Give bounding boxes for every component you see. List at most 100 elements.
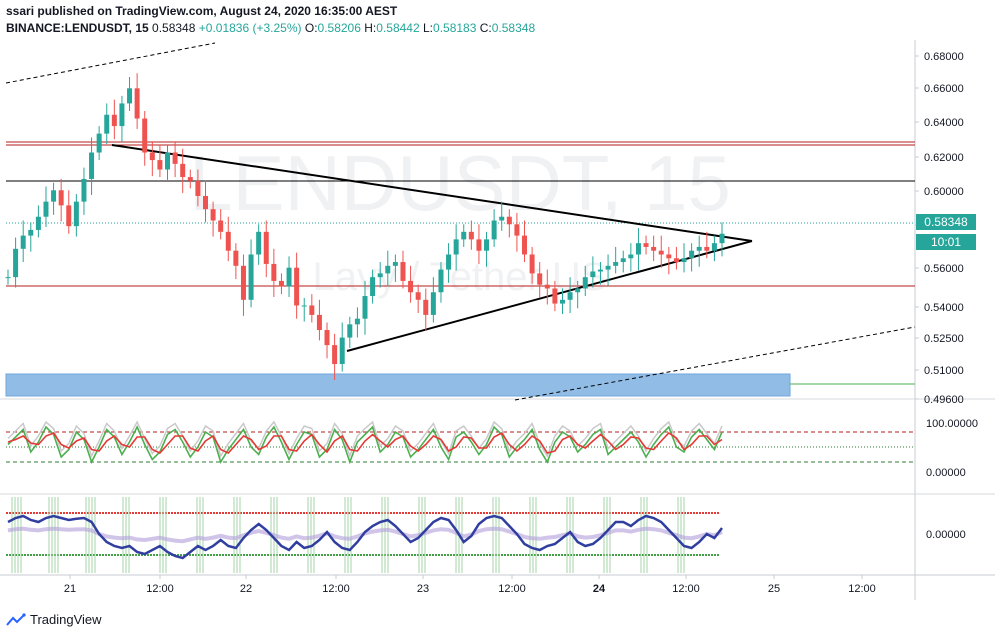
price-tick-label: 0.62000: [924, 152, 964, 164]
candle-body: [582, 277, 588, 289]
candle-body: [643, 243, 649, 247]
footer-brand[interactable]: TradingView: [30, 612, 102, 627]
watermark-symbol: LENDUSDT, 15: [189, 139, 731, 227]
candle-body: [218, 220, 224, 232]
candle-body: [301, 305, 307, 307]
open-value: 0.58206: [317, 21, 361, 35]
price-tick-label: 0.66000: [924, 83, 964, 95]
candle-body: [316, 314, 322, 331]
candle-body: [286, 267, 292, 287]
channel-line-lower[interactable]: [514, 326, 916, 401]
publisher-line: ssari published on TradingView.com, Augu…: [6, 4, 397, 18]
candle-body: [210, 209, 216, 221]
time-tick-label: 22: [240, 583, 252, 595]
candle-body: [522, 235, 528, 255]
price-tick-label: 0.49600: [924, 394, 964, 406]
candle-body: [294, 267, 300, 306]
stoch-rsi-pane: [6, 420, 915, 465]
candle-body: [514, 224, 520, 236]
candle-body: [529, 254, 535, 274]
candle-body: [552, 288, 558, 304]
candle-body: [673, 258, 679, 263]
candle-body: [438, 269, 444, 293]
candle-body: [127, 88, 133, 104]
close-label: C:: [479, 21, 492, 35]
candle-body: [225, 231, 231, 251]
candle-body: [484, 239, 490, 251]
price-tick-label: 0.54000: [924, 302, 964, 314]
candle-body: [415, 292, 421, 300]
candle-body: [696, 246, 702, 251]
time-axis[interactable]: 21 12:00 22 12:00 23 12:00 24 12:00 25 12:00: [64, 575, 876, 595]
tradingview-logo-icon: [6, 612, 26, 626]
stoch-rsi-tick-100: 100.00000: [926, 418, 978, 430]
candle-body: [20, 235, 26, 249]
candle-body: [248, 254, 254, 300]
candle-body: [51, 190, 57, 202]
candle-body: [377, 273, 383, 278]
candle-body: [681, 258, 687, 263]
candle-body: [28, 229, 34, 236]
time-tick-label: 21: [64, 583, 76, 595]
candle-body: [559, 299, 565, 304]
candle-body: [575, 288, 581, 293]
price-change: +0.01836 (+3.25%): [198, 21, 302, 35]
low-label: L:: [423, 21, 434, 35]
candle-body: [423, 299, 429, 315]
triangle-upper-trendline[interactable]: [111, 144, 753, 242]
time-tick-label: 12:00: [146, 583, 174, 595]
low-value: 0.58183: [433, 21, 477, 35]
candle-body: [58, 190, 64, 206]
candle-body: [666, 254, 672, 259]
candle-body: [430, 292, 436, 315]
channel-line-upper[interactable]: [5, 42, 216, 84]
candle-body: [142, 118, 148, 153]
price-tick-label: 0.64000: [924, 117, 964, 129]
time-tick-label: 25: [768, 583, 780, 595]
candle-body: [385, 265, 391, 274]
candle-body: [476, 239, 482, 251]
support-zone[interactable]: [5, 373, 791, 397]
price-tick-label: 0.52500: [924, 333, 964, 345]
oscillator-tick-0: 0.00000: [926, 529, 966, 541]
candle-body: [468, 231, 474, 240]
watermark-description: Lavy / Tether US: [313, 255, 608, 299]
oscillator-pane: [6, 497, 723, 573]
stoch-rsi-tick-0: 0.00000: [926, 467, 966, 479]
candle-body: [157, 160, 163, 170]
candle-body: [362, 296, 368, 319]
candle-body: [81, 178, 87, 202]
countdown-text: 10:01: [931, 235, 961, 249]
candle-body: [370, 277, 376, 297]
stoch-rsi-envelope: [7, 420, 723, 459]
candle-body: [461, 231, 467, 240]
candle-body: [651, 246, 657, 251]
candle-body: [567, 292, 573, 300]
price-tick-label: 0.60000: [924, 186, 964, 198]
time-tick-label: 12:00: [848, 583, 876, 595]
candle-body: [544, 284, 550, 289]
candles-group: [5, 73, 725, 381]
candle-body: [506, 216, 512, 225]
candle-body: [332, 345, 338, 365]
candle-body: [43, 201, 49, 217]
price-tick-label: 0.51000: [924, 365, 964, 377]
candle-body: [408, 280, 414, 293]
candle-body: [499, 216, 505, 221]
candle-body: [271, 263, 277, 281]
stoch-rsi-d-line: [7, 431, 723, 454]
time-tick-label: 23: [417, 583, 429, 595]
candle-body: [628, 254, 634, 259]
candle-body: [119, 103, 125, 127]
symbol-name[interactable]: BINANCE:LENDUSDT, 15: [6, 21, 149, 35]
symbol-line: BINANCE:LENDUSDT, 15 0.58348 +0.01836 (+…: [6, 21, 535, 35]
candle-body: [711, 243, 717, 251]
time-tick-label: 24: [593, 583, 606, 595]
time-tick-label: 12:00: [322, 583, 350, 595]
candle-body: [347, 324, 353, 338]
candle-body: [5, 277, 11, 279]
candle-body: [104, 114, 110, 134]
candle-body: [658, 250, 664, 255]
candle-body: [635, 243, 641, 255]
